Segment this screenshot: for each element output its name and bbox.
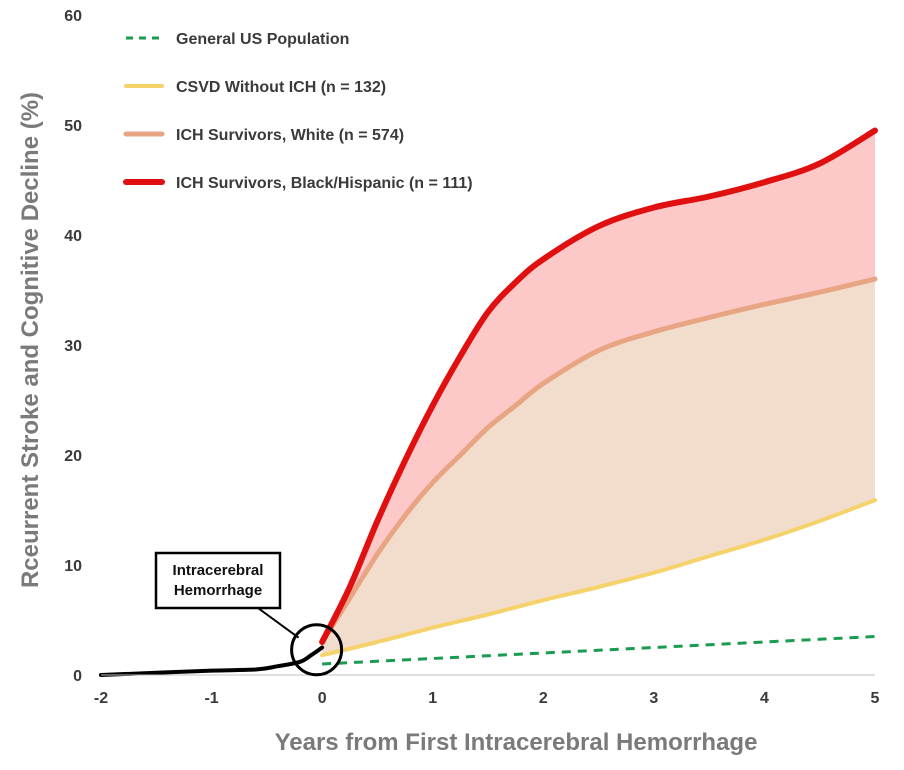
x-tick-label: 4 (760, 690, 769, 707)
y-tick-label: 40 (64, 228, 82, 245)
event-marker-circle (290, 623, 344, 677)
x-tick-label: -2 (94, 690, 108, 707)
y-axis-title: Rceurrent Stroke and Cognitive Decline (… (17, 92, 44, 588)
x-tick-label: 0 (318, 690, 327, 707)
x-tick-label: 5 (871, 690, 880, 707)
y-tick-label: 10 (64, 558, 82, 575)
x-tick-label: 1 (428, 690, 437, 707)
legend-item: ICH Survivors, White (n = 574) (123, 127, 404, 144)
legend-label: General US Population (176, 31, 349, 48)
band-fills (322, 130, 876, 656)
x-tick-label: -1 (204, 690, 218, 707)
band-black-hispanic-fill (322, 130, 876, 642)
series-csvd-without-ich (320, 498, 877, 658)
x-tick-label: 2 (539, 690, 548, 707)
y-tick-label: 60 (64, 8, 82, 25)
x-tick-labels: -2 -1 0 1 2 3 4 5 (94, 690, 880, 707)
legend-item: ICH Survivors, Black/Hispanic (n = 111) (123, 175, 473, 192)
callout-label: Intracerebral (173, 562, 264, 579)
legend-item: CSVD Without ICH (n = 132) (124, 79, 386, 96)
series-ich-black-hispanic (319, 127, 878, 645)
legend-label: ICH Survivors, Black/Hispanic (n = 111) (176, 175, 473, 192)
series-pre-ich (99, 645, 325, 677)
legend-label: ICH Survivors, White (n = 574) (176, 127, 404, 144)
annotation-callout: Intracerebral Hemorrhage (154, 551, 344, 677)
y-tick-label: 0 (73, 668, 82, 685)
band-white-fill (322, 279, 876, 656)
x-axis-title: Years from First Intracerebral Hemorrhag… (275, 729, 758, 756)
series-ich-white (319, 276, 878, 645)
y-tick-label: 30 (64, 338, 82, 355)
x-tick-label: 3 (649, 690, 658, 707)
y-tick-label: 50 (64, 118, 82, 135)
callout-label: Hemorrhage (174, 582, 262, 599)
y-tick-labels: 0 10 20 30 40 50 60 (64, 8, 82, 685)
legend-item: General US Population (126, 31, 349, 48)
callout-box (154, 551, 282, 610)
legend-label: CSVD Without ICH (n = 132) (176, 79, 386, 96)
series-lines (99, 127, 878, 677)
y-tick-label: 20 (64, 448, 82, 465)
series-general-us-population (322, 635, 876, 666)
callout-pointer (257, 607, 300, 639)
legend: General US Population CSVD Without ICH (n… (123, 31, 473, 192)
